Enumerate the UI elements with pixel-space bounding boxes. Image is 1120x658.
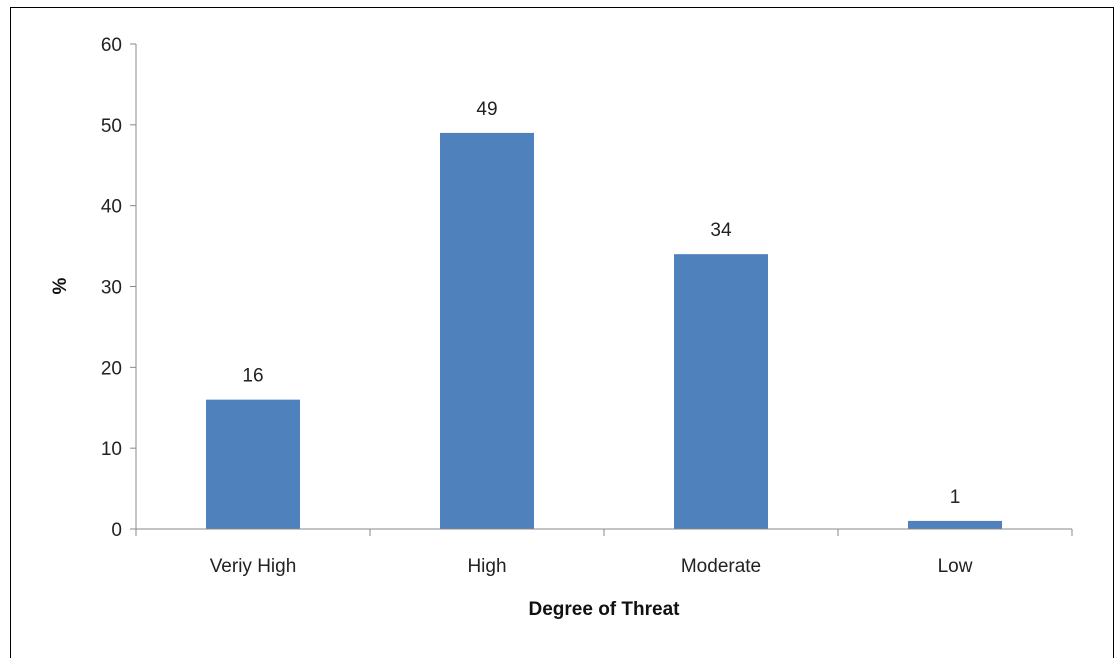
x-tick-label: Moderate bbox=[681, 556, 761, 577]
data-label: 49 bbox=[476, 99, 497, 120]
x-tick-label: Low bbox=[938, 556, 973, 577]
y-tick-label: 50 bbox=[101, 116, 122, 137]
chart-frame bbox=[10, 7, 1114, 658]
x-axis-ticks: Veriy High High Moderate Low bbox=[135, 529, 1073, 577]
x-tick-label: Veriy High bbox=[210, 556, 297, 577]
y-tick-label: 30 bbox=[101, 278, 122, 299]
y-tick-label: 20 bbox=[101, 358, 122, 379]
x-tick-label: High bbox=[467, 556, 506, 577]
data-label: 1 bbox=[950, 487, 961, 508]
y-tick-label: 60 bbox=[101, 35, 122, 56]
y-axis-title: % bbox=[50, 277, 71, 294]
bar bbox=[440, 132, 534, 529]
bar bbox=[908, 520, 1002, 529]
data-label: 34 bbox=[710, 220, 732, 241]
data-label: 16 bbox=[242, 366, 263, 387]
bar bbox=[674, 254, 768, 529]
y-tick-label: 10 bbox=[101, 439, 122, 460]
x-axis-title: Degree of Threat bbox=[529, 599, 681, 620]
y-tick-label: 0 bbox=[111, 520, 122, 541]
y-axis-ticks: 0 10 20 30 40 50 60 bbox=[101, 35, 136, 541]
bar bbox=[206, 399, 300, 529]
y-tick-label: 40 bbox=[101, 197, 122, 218]
bars: 16 49 34 1 bbox=[206, 99, 1002, 529]
